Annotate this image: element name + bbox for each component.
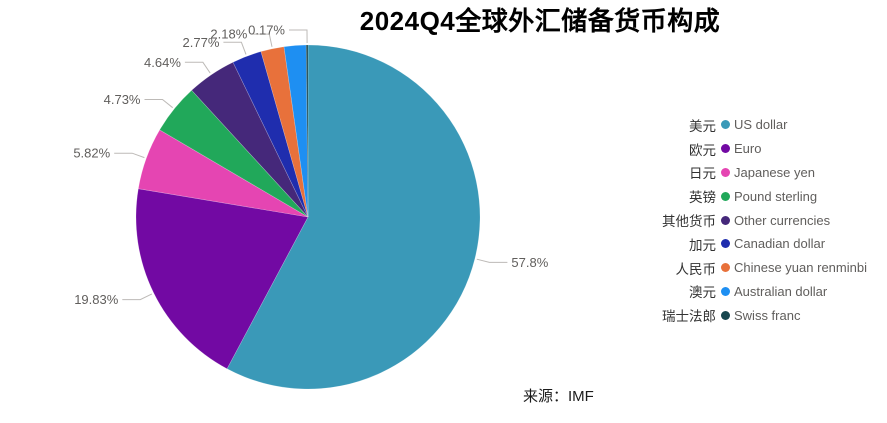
legend-item-japanese-yen[interactable]: 日元 Japanese yen	[648, 161, 867, 185]
legend-label-en: Euro	[734, 141, 762, 157]
legend-label-en: Swiss franc	[734, 307, 801, 323]
legend-dot-icon	[721, 263, 730, 273]
legend-dot-icon	[721, 167, 730, 177]
legend-dot-icon	[721, 239, 730, 249]
leader-line	[184, 61, 211, 74]
legend-label-cn: 欧元	[689, 142, 716, 158]
pie-slice-japanese-yen[interactable]	[137, 129, 309, 218]
legend-dot-icon	[721, 191, 730, 201]
legend-dot-icon	[721, 286, 730, 296]
pie-slice-us-dollar[interactable]	[226, 44, 481, 390]
legend-dot-icon	[721, 310, 730, 320]
legend-label-en: Pound sterling	[734, 188, 818, 204]
data-label: 0.17%	[248, 23, 285, 38]
leader-line	[114, 152, 145, 159]
pie-slices	[135, 44, 481, 390]
leader-line	[251, 33, 273, 47]
legend-label-cn: 加元	[689, 237, 716, 253]
data-label: 4.64%	[144, 55, 181, 70]
legend-item-canadian-dollar[interactable]: 加元 Canadian dollar	[648, 232, 867, 256]
legend-item-other-currencies[interactable]: 其他货币 Other currencies	[648, 208, 867, 232]
legend-dot-icon	[721, 144, 730, 154]
legend-label-cn: 日元	[689, 166, 716, 182]
pie-slice-pound-sterling[interactable]	[159, 89, 309, 218]
pie-slice-australian-dollar[interactable]	[283, 44, 309, 218]
legend-item-us-dollar[interactable]: 美元 US dollar	[648, 113, 867, 137]
legend-item-pound-sterling[interactable]: 英镑 Pound sterling	[648, 184, 867, 208]
legend-label-cn: 其他货币	[662, 214, 716, 230]
leader-line	[476, 258, 508, 263]
leader-line	[144, 99, 174, 109]
legend-item-euro[interactable]: 欧元 Euro	[648, 137, 867, 161]
legend-label-en: Other currencies	[734, 212, 831, 228]
legend-item-swiss-franc[interactable]: 瑞士法郎 Swiss franc	[648, 303, 867, 327]
legend-label-en: Canadian dollar	[734, 236, 826, 252]
legend-label-en: Japanese yen	[734, 164, 815, 180]
legend-label-cn: 瑞士法郎	[662, 309, 716, 325]
data-label: 4.73%	[104, 92, 141, 107]
legend-label-cn: 英镑	[689, 190, 716, 206]
data-label: 57.8%	[511, 255, 548, 270]
leader-line	[122, 293, 153, 301]
data-label: 2.18%	[210, 27, 247, 42]
data-label: 5.82%	[73, 146, 110, 161]
legend-dot-icon	[721, 215, 730, 225]
pie-slice-canadian-dollar[interactable]	[232, 51, 309, 218]
chart-title: 2024Q4全球外汇储备货币构成	[359, 6, 721, 36]
legend-item-australian-dollar[interactable]: 澳元 Australian dollar	[648, 280, 867, 304]
data-label: 2.77%	[183, 35, 220, 50]
data-labels: 57.8% 19.83% 5.82% 4.73% 4.64%2.77%2.18% 0.17…	[73, 23, 548, 308]
data-label: 19.83%	[74, 292, 119, 307]
legend-label-en: Chinese yuan renminbi	[734, 260, 867, 276]
source-note: 来源：IMF	[523, 388, 594, 405]
legend-label-cn: 人民币	[675, 261, 717, 277]
leader-line	[223, 41, 247, 55]
legend-dot-icon	[721, 120, 730, 130]
pie-slice-other-currencies[interactable]	[191, 61, 309, 218]
legend-label-en: Australian dollar	[734, 283, 828, 299]
legend-label-en: US dollar	[734, 117, 788, 133]
pie-slice-swiss-franc[interactable]	[305, 44, 309, 218]
pie-slice-chinese-yuan-renminbi[interactable]	[260, 46, 309, 218]
legend-label-cn: 澳元	[689, 285, 716, 301]
legend: 美元 US dollar 欧元 Euro 日元 Japanese yen 英镑 Pound s…	[648, 113, 867, 327]
legend-label-cn: 美元	[689, 118, 716, 134]
legend-item-chinese-yuan-renminbi[interactable]: 人民币 Chinese yuan renminbi	[648, 256, 867, 280]
leader-line	[289, 29, 308, 44]
pie-slice-euro[interactable]	[135, 188, 309, 370]
